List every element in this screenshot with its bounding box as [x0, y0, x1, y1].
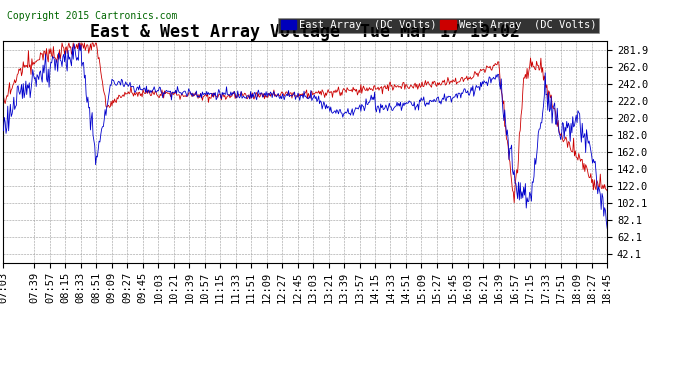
Title: East & West Array Voltage  Tue Mar 17 19:02: East & West Array Voltage Tue Mar 17 19:…	[90, 23, 520, 41]
Legend: East Array  (DC Volts), West Array  (DC Volts): East Array (DC Volts), West Array (DC Vo…	[278, 18, 599, 33]
Text: Copyright 2015 Cartronics.com: Copyright 2015 Cartronics.com	[7, 11, 177, 21]
